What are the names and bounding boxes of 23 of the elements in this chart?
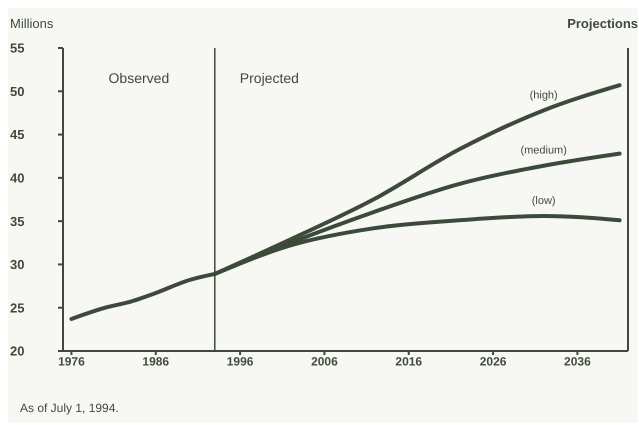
legend-title: Projections — [567, 16, 638, 31]
y-tick-label: 45 — [10, 127, 24, 142]
y-axis-title: Millions — [10, 16, 54, 31]
x-tick-label: 1976 — [58, 354, 86, 369]
y-tick-label: 40 — [10, 170, 24, 186]
text: As of July 1, 1994. — [20, 401, 119, 415]
y-tick-label: 55 — [10, 40, 24, 56]
x-tick-label: 2006 — [311, 354, 338, 369]
x-tick-label: 2016 — [395, 354, 422, 369]
annotation: Projected — [240, 70, 299, 86]
x-tick-label: 1986 — [142, 354, 170, 369]
y-tick-label: 50 — [10, 84, 24, 99]
y-tick-label: 20 — [10, 344, 24, 359]
series-label: (high) — [530, 89, 558, 102]
series-label: (medium) — [520, 144, 567, 157]
x-tick-label: 2036 — [564, 354, 592, 369]
x-tick-label: 2026 — [480, 354, 507, 369]
y-tick-label: 25 — [10, 300, 24, 316]
series-label: (low) — [532, 194, 556, 207]
y-tick-label: 30 — [10, 257, 24, 272]
y-tick-label: 35 — [10, 214, 24, 229]
annotation: Observed — [108, 70, 170, 86]
x-tick-label: 1996 — [226, 354, 254, 369]
